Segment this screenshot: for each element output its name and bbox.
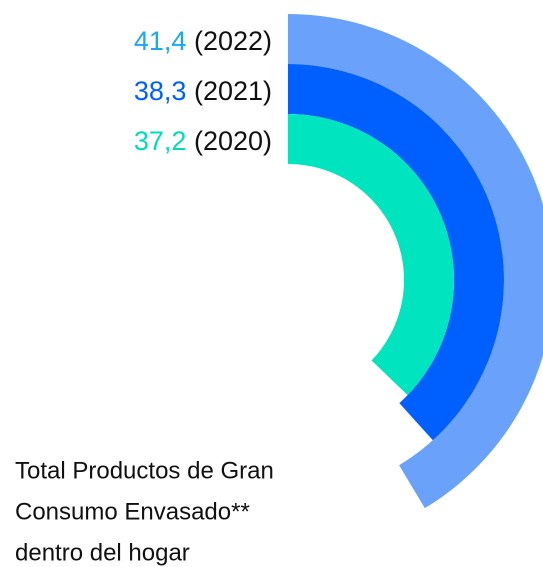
value-label: 38,3 xyxy=(134,76,187,106)
value-label: 37,2 xyxy=(134,126,187,156)
series-label: 37,2 (2020) xyxy=(134,126,272,156)
radial-bar xyxy=(288,114,454,396)
series-label: 41,4 (2022) xyxy=(134,26,272,56)
radial-bar xyxy=(288,64,504,441)
annotation: Consumo Envasado** xyxy=(15,498,250,525)
value-label: 41,4 xyxy=(134,26,187,56)
annotation: Total Productos de Gran xyxy=(15,457,274,484)
series-label: 38,3 (2021) xyxy=(134,76,272,106)
legend-label: (2020) xyxy=(194,126,272,156)
radial-bar xyxy=(288,14,543,509)
legend-label: (2021) xyxy=(194,76,272,106)
annotation: dentro del hogar xyxy=(15,539,190,566)
legend-label: (2022) xyxy=(194,26,272,56)
